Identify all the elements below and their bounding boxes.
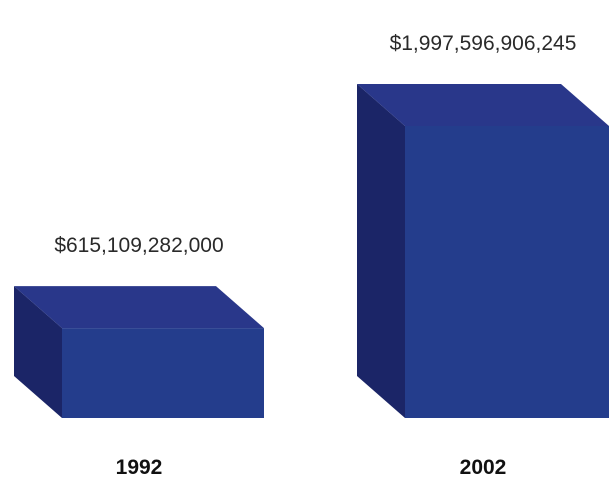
category-label: 2002 bbox=[460, 456, 507, 479]
bar-front-face bbox=[62, 328, 264, 418]
value-label: $615,109,282,000 bbox=[54, 234, 223, 257]
bar-top-face bbox=[357, 84, 609, 126]
bar-side-face bbox=[357, 84, 405, 418]
category-label: 1992 bbox=[116, 456, 163, 479]
bar-1992 bbox=[14, 286, 264, 418]
value-label: $1,997,596,906,245 bbox=[390, 32, 577, 55]
bar-front-face bbox=[405, 126, 609, 418]
bar-top-face bbox=[14, 286, 264, 329]
bar-2002 bbox=[357, 84, 609, 418]
bar-side-face bbox=[14, 286, 62, 418]
